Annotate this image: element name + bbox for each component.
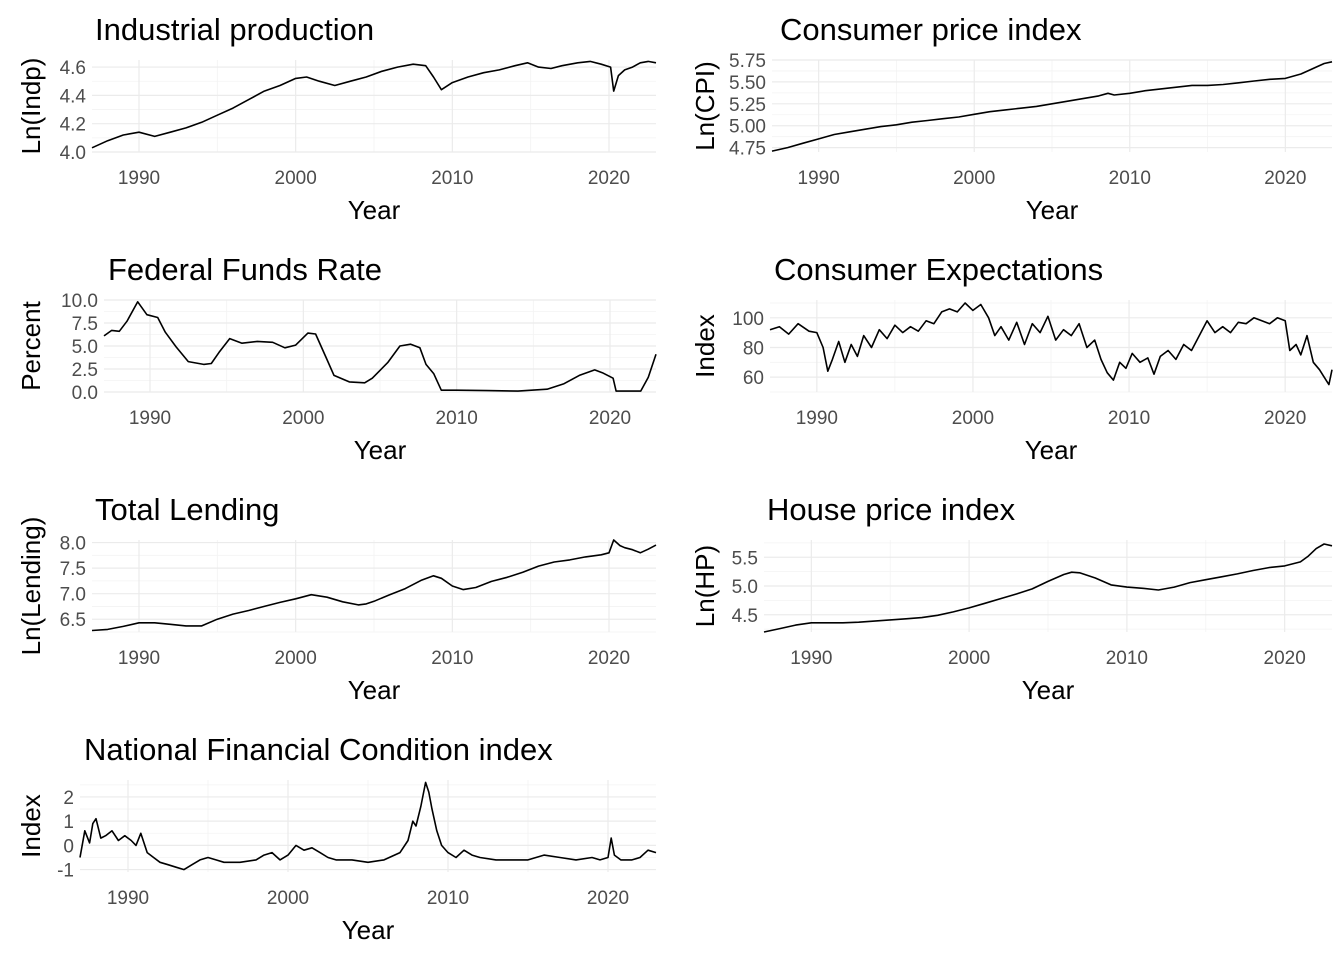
x-tick-label: 2000 — [953, 168, 995, 189]
x-tick-label: 2000 — [267, 888, 309, 909]
series-line — [769, 302, 1333, 386]
y-tick-label: 4.75 — [729, 139, 766, 160]
y-axis-title: Ln(CPI) — [690, 61, 720, 151]
x-tick-label: 2010 — [436, 408, 478, 429]
y-tick-label: 4.6 — [60, 58, 86, 79]
chart-title: Industrial production — [95, 12, 374, 47]
y-tick-label: -1 — [57, 861, 74, 882]
series-line — [771, 61, 1333, 152]
chart-panel-3: 1990 2000 2010 2020 0.02.55.07.510.0 Federal … — [16, 252, 657, 465]
x-tick-label: 2020 — [1264, 648, 1306, 669]
y-tick-label: 2 — [63, 788, 74, 809]
x-axis-title: Year — [1022, 675, 1075, 705]
chart-title: Federal Funds Rate — [108, 252, 382, 287]
x-tick-label: 1990 — [798, 168, 840, 189]
chart-panel-6: 1990 2000 2010 2020 4.5 5.0 5.5 House price ind… — [690, 492, 1333, 705]
x-tick-label: 2010 — [431, 168, 473, 189]
x-tick-label: 2020 — [588, 168, 630, 189]
chart-title: House price index — [767, 492, 1016, 527]
y-tick-label: 5.00 — [729, 117, 766, 138]
y-tick-label: 4.4 — [60, 86, 87, 107]
chart-panel-4: 1990 2000 2010 2020 60 80 100 Consumer Expectat… — [690, 252, 1333, 465]
x-tick-label: 2020 — [1264, 168, 1306, 189]
x-tick-label: 2010 — [427, 888, 469, 909]
y-tick-label: 5.0 — [72, 337, 98, 358]
y-tick-label: 4.5 — [732, 606, 758, 627]
x-tick-label: 2020 — [1264, 408, 1306, 429]
x-axis-title: Year — [354, 435, 407, 465]
x-axis-title: Year — [342, 915, 395, 945]
x-tick-label: 2010 — [431, 648, 473, 669]
x-tick-label: 1990 — [129, 408, 171, 429]
y-tick-label: 100 — [732, 309, 764, 330]
y-tick-label: 5.5 — [732, 548, 758, 569]
y-tick-label: 1 — [63, 812, 74, 833]
y-axis-title: Percent — [16, 300, 46, 390]
y-tick-label: 8.0 — [60, 534, 86, 555]
x-tick-label: 2000 — [282, 408, 324, 429]
y-tick-label: 0 — [63, 836, 74, 857]
y-tick-label: 5.50 — [729, 73, 766, 94]
x-tick-label: 2000 — [952, 408, 994, 429]
series-line — [91, 60, 657, 149]
x-tick-label: 2000 — [948, 648, 990, 669]
x-axis-title: Year — [348, 675, 401, 705]
y-tick-label: 6.5 — [60, 610, 86, 631]
chart-title: Consumer Expectations — [774, 252, 1103, 287]
y-axis-title: Index — [16, 794, 46, 858]
chart-panel-5: 1990 2000 2010 2020 6.5 7.0 7.5 8.0 Total Lendin… — [16, 492, 657, 705]
series-line — [763, 543, 1333, 633]
x-axis-title: Year — [348, 195, 401, 225]
x-tick-label: 2010 — [1109, 168, 1151, 189]
x-tick-label: 2020 — [589, 408, 631, 429]
x-tick-label: 2020 — [588, 648, 630, 669]
y-tick-label: 60 — [743, 368, 764, 389]
y-tick-label: 2.5 — [72, 360, 98, 381]
series-line — [91, 539, 657, 632]
chart-title: National Financial Condition index — [84, 732, 553, 767]
x-axis-title: Year — [1026, 195, 1079, 225]
x-tick-label: 1990 — [790, 648, 832, 669]
y-tick-label: 7.0 — [60, 585, 86, 606]
chart-panel-1: 1990 2000 2010 2020 4.0 4.2 4.4 4.6 Industrial p… — [16, 12, 657, 225]
chart-panel-2: 1990 2000 2010 2020 4.755.005.255.505.75 Cons… — [690, 12, 1333, 225]
y-tick-label: 4.0 — [60, 143, 86, 164]
x-tick-label: 2000 — [275, 168, 317, 189]
x-tick-label: 2010 — [1106, 648, 1148, 669]
x-tick-label: 1990 — [118, 648, 160, 669]
y-tick-label: 7.5 — [60, 559, 86, 580]
y-tick-label: 5.0 — [732, 577, 758, 598]
series-line — [103, 300, 657, 392]
y-tick-label: 0.0 — [72, 383, 98, 404]
x-tick-label: 2020 — [587, 888, 629, 909]
y-tick-label: 7.5 — [72, 314, 98, 335]
x-tick-label: 1990 — [796, 408, 838, 429]
y-axis-title: Ln(HP) — [690, 545, 720, 627]
y-tick-label: 10.0 — [61, 291, 98, 312]
y-tick-label: 5.75 — [729, 51, 766, 72]
x-tick-label: 1990 — [118, 168, 160, 189]
chart-title: Total Lending — [95, 492, 279, 527]
series-line — [79, 781, 657, 871]
x-tick-label: 1990 — [107, 888, 149, 909]
chart-panel-7: 1990 2000 2010 2020 -1 0 1 2 National Financial … — [16, 732, 657, 945]
x-axis-title: Year — [1025, 435, 1078, 465]
y-tick-label: 80 — [743, 338, 764, 359]
y-axis-title: Ln(Indp) — [16, 58, 46, 155]
x-tick-label: 2000 — [275, 648, 317, 669]
x-tick-label: 2010 — [1108, 408, 1150, 429]
y-axis-title: Ln(Lending) — [16, 517, 46, 656]
chart-title: Consumer price index — [780, 12, 1082, 47]
y-tick-label: 5.25 — [729, 95, 766, 116]
y-tick-label: 4.2 — [60, 115, 86, 136]
y-axis-title: Index — [690, 314, 720, 378]
